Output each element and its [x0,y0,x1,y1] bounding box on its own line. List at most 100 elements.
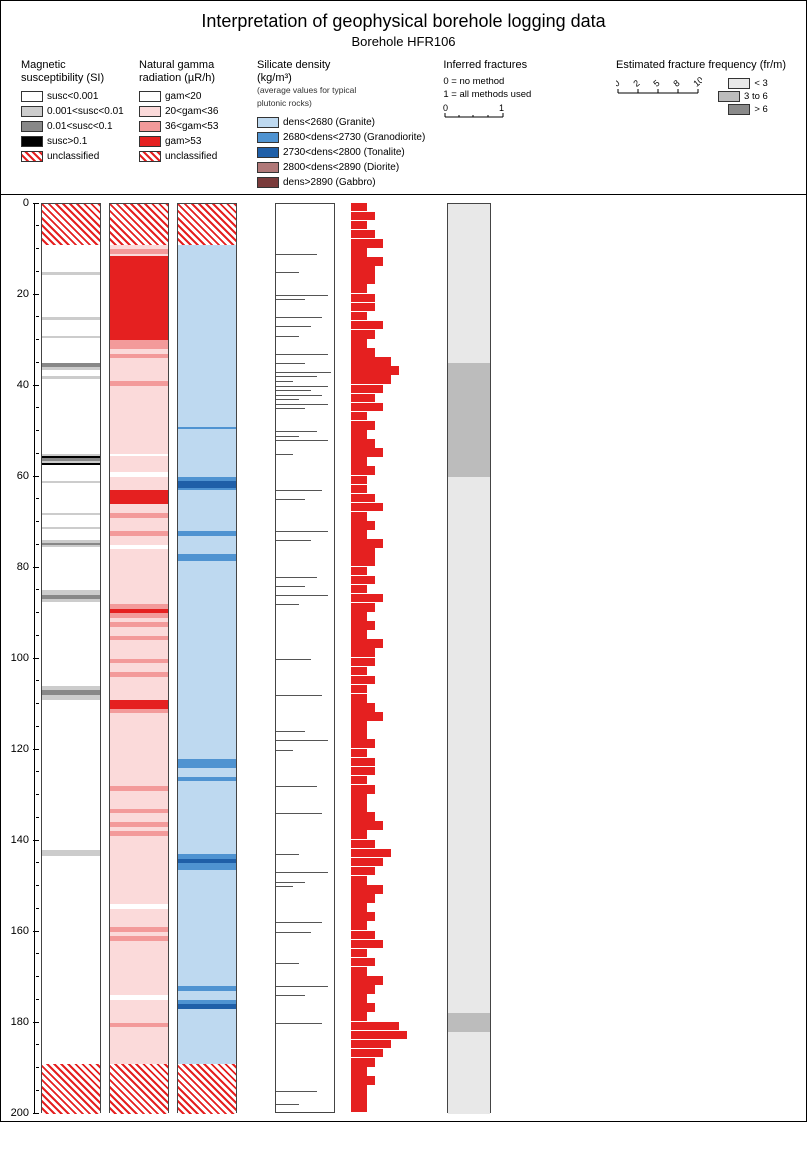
fracture-line [276,354,328,355]
fracture-line [276,454,293,455]
band [178,429,236,477]
eff-bar [351,567,367,576]
band [448,204,490,363]
band [178,204,236,245]
band [110,663,168,672]
fracture-line [276,750,293,751]
eff-bar [351,212,375,221]
band [110,909,168,927]
eff-bar [351,1049,383,1058]
band [178,481,236,488]
legend-susc: Magnetic susceptibility (SI) susc<0.0010… [21,59,131,164]
fracture-line [276,1023,322,1024]
svg-text:5: 5 [651,78,661,89]
eff-bar [351,812,375,821]
fracture-line [276,386,328,387]
fracture-line [276,408,305,409]
fracture-line [276,431,317,432]
eff-bar [351,548,375,557]
eff-bar [351,967,367,976]
eff-bar [351,648,375,657]
depth-label: 180 [11,1016,29,1028]
track-eff [351,203,431,1113]
band [42,320,100,335]
legend-item: 0.01<susc<0.1 [21,119,131,134]
band [110,713,168,786]
band [42,602,100,686]
eff-bar [351,630,367,639]
band [178,863,236,870]
band [42,1064,100,1114]
eff-bar [351,921,367,930]
chart-area: 020406080100120140160180200 [1,194,806,1121]
legend-eff-item: > 6 [728,104,767,115]
band [110,677,168,700]
eff-bar [351,1031,407,1040]
fracture-line [276,376,317,377]
eff-bar [351,239,383,248]
eff-bar [351,949,367,958]
band [178,561,236,759]
eff-bar [351,1085,367,1094]
eff-bar [351,557,375,566]
eff-bar [351,248,367,257]
fracture-line [276,381,293,382]
eff-bar [351,348,375,357]
legend-eff-item: 3 to 6 [718,91,768,102]
eff-bar [351,803,367,812]
eff-bar [351,758,375,767]
eff-bar [351,385,383,394]
fracture-line [276,986,328,987]
depth-label: 160 [11,925,29,937]
eff-bar [351,375,391,384]
eff-bar [351,767,375,776]
band [42,483,100,513]
band [110,477,168,491]
fracture-line [276,299,305,300]
eff-bar [351,448,383,457]
band [110,1027,168,1063]
eff-bar [351,1094,367,1103]
eff-bar [351,849,391,858]
fracture-line [276,577,317,578]
band [42,547,100,590]
legend-item: 20<gam<36 [139,104,249,119]
legend-susc-head: Magnetic susceptibility (SI) [21,59,131,84]
eff-bar [351,1040,391,1049]
eff-bar [351,694,367,703]
eff-bar [351,639,383,648]
band [42,700,100,850]
fracture-line [276,254,317,255]
legend-inf-i1: 1 = all methods used [443,89,531,100]
eff-bar [351,876,367,885]
eff-bar [351,721,367,730]
track-gam [109,203,169,1113]
legend-item: susc>0.1 [21,134,131,149]
eff-bar [351,885,383,894]
eff-bar [351,794,367,803]
eff-bar [351,840,375,849]
eff-bar [351,530,367,539]
legend-gam: Natural gamma radiation (µR/h) gam<2020<… [139,59,249,164]
fracture-line [276,440,328,441]
eff-bar [351,312,367,321]
eff-bar [351,1076,375,1085]
band [448,363,490,477]
band [448,1032,490,1114]
svg-text:2: 2 [631,78,641,89]
svg-text:0: 0 [616,78,622,89]
fracture-line [276,813,322,814]
eff-bar [351,985,375,994]
legend-gam-head: Natural gamma radiation (µR/h) [139,59,249,84]
eff-bar [351,321,383,330]
legend-item: dens<2680 (Granite) [257,115,425,130]
fracture-line [276,372,331,373]
band [110,504,168,513]
eff-bar [351,585,367,594]
eff-bar [351,858,383,867]
fracture-line [276,882,305,883]
fracture-line [276,604,299,605]
fracture-line [276,1091,317,1092]
fracture-line [276,872,328,873]
band [178,870,236,986]
